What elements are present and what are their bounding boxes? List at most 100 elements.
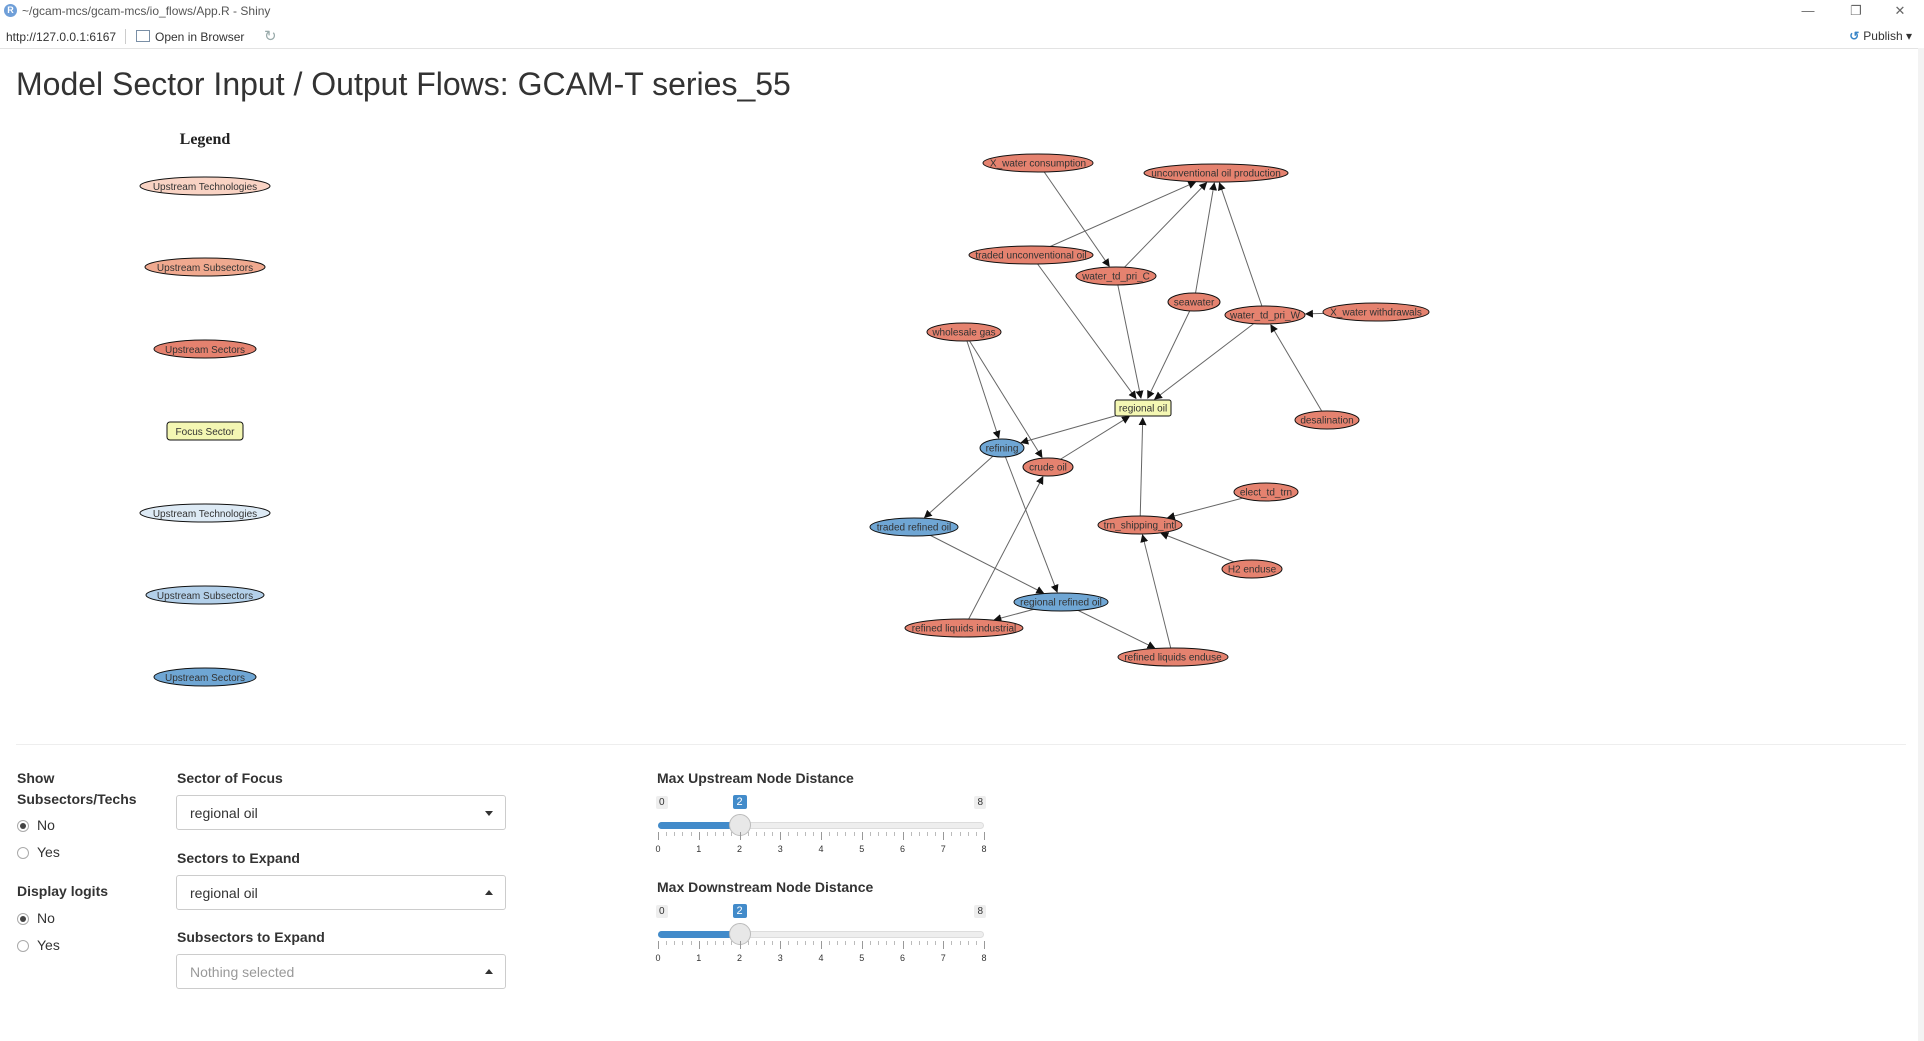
sector-of-focus-label: Sector of Focus xyxy=(177,770,283,786)
slider-minor-tick xyxy=(755,832,757,836)
node-water-consumption[interactable]: X_water consumption xyxy=(982,153,1094,173)
show-subsectors-no-radio[interactable]: No xyxy=(17,817,55,833)
window-title: ~/gcam-mcs/gcam-mcs/io_flows/App.R - Shi… xyxy=(22,4,271,18)
node-ellipse xyxy=(926,322,1002,342)
viewer-toolbar: http://127.0.0.1:6167 Open in Browser ↻ … xyxy=(0,24,1924,49)
slider-tick-label: 8 xyxy=(981,953,987,963)
slider-tick-label: 6 xyxy=(899,844,906,854)
node-crude-oil[interactable]: crude oil xyxy=(1022,457,1074,477)
node-label: desalination xyxy=(1300,416,1353,427)
display-logits-no-radio[interactable]: No xyxy=(17,910,55,926)
node-regional-oil[interactable]: regional oil xyxy=(1114,399,1172,417)
option-label: No xyxy=(37,817,55,833)
slider-tick xyxy=(780,832,782,840)
subsectors-to-expand-select[interactable]: Nothing selected xyxy=(176,954,506,989)
node-refined-industrial[interactable]: refined liquids industrial xyxy=(904,618,1024,638)
slider-minor-tick xyxy=(926,832,928,836)
node-water-td-w[interactable]: water_td_pri_W xyxy=(1224,305,1306,325)
node-trn-shipping[interactable]: trn_shipping_intl xyxy=(1097,515,1183,535)
slider-minor-tick xyxy=(853,941,855,945)
legend-item-upstream-technologies: Upstream Technologies xyxy=(139,176,271,196)
node-ellipse xyxy=(1075,266,1157,286)
legend-title: Legend xyxy=(180,131,231,148)
slider-tick-label: 7 xyxy=(940,953,946,963)
slider-tick xyxy=(984,941,985,949)
node-label: refining xyxy=(986,444,1019,455)
node-label: refined liquids enduse xyxy=(1124,653,1222,664)
open-in-browser-button[interactable]: Open in Browser xyxy=(136,30,244,44)
rstudio-icon: R xyxy=(4,4,17,17)
edge-refined-industrial-to-crude-oil xyxy=(963,476,1044,629)
slider-minor-tick xyxy=(747,941,749,945)
slider-minor-tick xyxy=(935,941,937,945)
display-logits-yes-radio[interactable]: Yes xyxy=(17,937,60,953)
node-traded-unconv[interactable]: traded unconventional oil xyxy=(968,245,1094,265)
refresh-icon[interactable]: ↻ xyxy=(264,28,277,45)
node-label: wholesale gas xyxy=(931,328,995,339)
node-traded-refined[interactable]: traded refined oil xyxy=(869,517,959,537)
slider-fill xyxy=(658,931,740,938)
node-desalination[interactable]: desalination xyxy=(1294,410,1360,430)
slider-minor-tick xyxy=(731,941,733,945)
legend-item-upstream-subsectors: Upstream Subsectors xyxy=(144,257,266,277)
node-elect-td-trn[interactable]: elect_td_trn xyxy=(1233,482,1299,502)
slider-minor-tick xyxy=(829,832,831,836)
node-regional-refined[interactable]: regional refined oil xyxy=(1013,592,1109,612)
node-ellipse xyxy=(982,153,1094,173)
publish-button[interactable]: ↺ Publish ▾ xyxy=(1849,29,1912,43)
node-seawater[interactable]: seawater xyxy=(1167,292,1221,312)
slider-tick xyxy=(861,941,863,949)
slider-minor-tick xyxy=(804,832,806,836)
slider-tick xyxy=(902,941,904,949)
chevron-down-icon xyxy=(485,811,493,816)
legend-label: Upstream Sectors xyxy=(165,673,245,684)
restore-button[interactable]: ❐ xyxy=(1850,3,1862,18)
max-upstream-slider[interactable]: 0 8 2 0 1 2 3 4 5 6 7 8 xyxy=(655,795,987,866)
node-h2-enduse[interactable]: H2 enduse xyxy=(1221,559,1283,579)
slider-max-label: 8 xyxy=(974,905,986,918)
node-unconv-prod[interactable]: unconventional oil production xyxy=(1143,163,1289,183)
browser-window-icon xyxy=(136,30,150,42)
slider-minor-tick xyxy=(975,941,977,945)
node-label: water_td_pri_W xyxy=(1229,311,1301,322)
legend-swatch xyxy=(139,176,271,196)
publish-icon: ↺ xyxy=(1849,29,1860,43)
slider-minor-tick xyxy=(878,832,880,836)
url-text[interactable]: http://127.0.0.1:6167 xyxy=(6,30,117,44)
slider-tick-label: 4 xyxy=(818,953,824,963)
slider-minor-tick xyxy=(910,832,912,836)
node-ellipse xyxy=(1143,163,1289,183)
sector-of-focus-select[interactable]: regional oil xyxy=(176,795,506,830)
slider-tick-label: 2 xyxy=(736,953,743,963)
node-label: traded unconventional oil xyxy=(975,251,1086,262)
node-ellipse xyxy=(1233,482,1299,502)
scrollbar[interactable] xyxy=(1918,48,1924,1041)
node-ellipse xyxy=(1167,292,1221,312)
legend-swatch xyxy=(166,421,244,441)
slider-tick-label: 7 xyxy=(940,844,946,854)
node-wholesale-gas[interactable]: wholesale gas xyxy=(926,322,1002,342)
show-subsectors-yes-radio[interactable]: Yes xyxy=(17,844,60,860)
slider-minor-tick xyxy=(829,941,831,945)
node-refining[interactable]: refining xyxy=(979,438,1025,458)
legend-label: Upstream Subsectors xyxy=(157,591,253,602)
slider-minor-tick xyxy=(959,832,961,836)
node-water-td-c[interactable]: water_td_pri_C xyxy=(1075,266,1157,286)
close-button[interactable]: ✕ xyxy=(1894,3,1906,18)
sectors-to-expand-label: Sectors to Expand xyxy=(177,850,300,866)
node-refined-enduse[interactable]: refined liquids enduse xyxy=(1117,647,1229,667)
legend: Upstream Technologies Upstream Subsectors… xyxy=(139,176,271,687)
legend-item-upstream-sectors: Upstream Sectors xyxy=(153,339,257,359)
edge-wholesale-gas-to-crude-oil xyxy=(963,331,1043,459)
open-in-browser-label: Open in Browser xyxy=(155,30,245,44)
slider-tick-label: 3 xyxy=(777,953,783,963)
max-downstream-slider[interactable]: 0 8 2 0 1 2 3 4 5 6 7 8 xyxy=(655,904,987,975)
slider-minor-tick xyxy=(926,941,928,945)
minimize-button[interactable]: — xyxy=(1801,3,1815,18)
sectors-to-expand-select[interactable]: regional oil xyxy=(176,875,506,910)
slider-tick xyxy=(821,832,822,840)
edge-water-td-w-to-unconv-prod xyxy=(1217,182,1266,316)
subsectors-to-expand-label: Subsectors to Expand xyxy=(177,929,325,945)
slider-minor-tick xyxy=(918,832,920,836)
node-water-withdrawals[interactable]: X_water withdrawals xyxy=(1322,302,1430,322)
